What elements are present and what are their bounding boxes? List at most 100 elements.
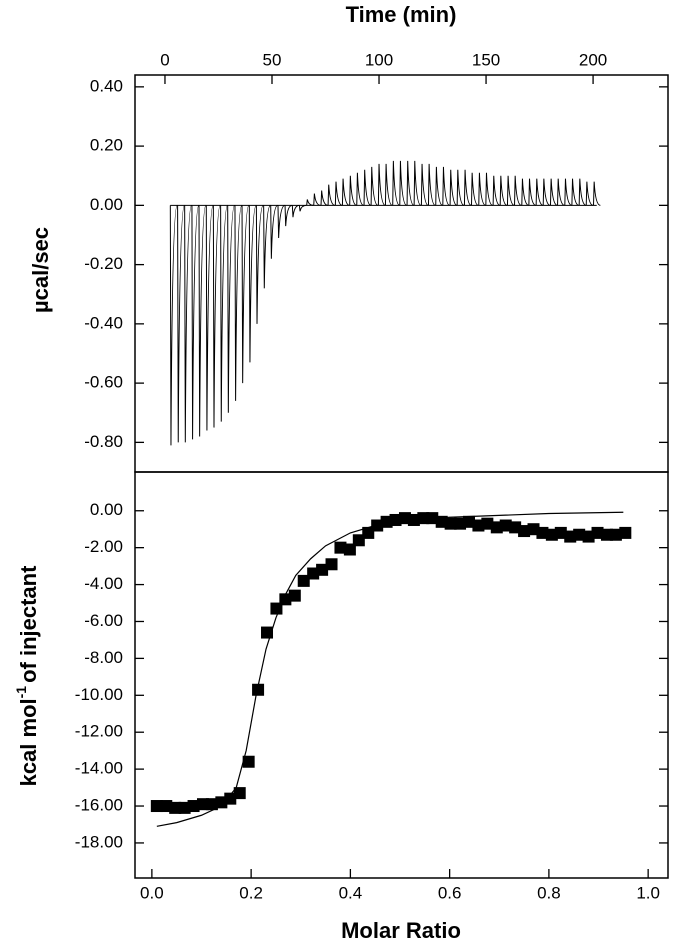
y-tick-label: 0.00 <box>90 195 123 214</box>
y-tick-label: -0.20 <box>84 254 123 273</box>
injection-peak <box>392 160 400 206</box>
injection-peak <box>255 204 264 324</box>
injection-peak <box>241 204 250 384</box>
data-point <box>619 526 632 539</box>
data-point <box>509 521 522 534</box>
injection-peak <box>313 193 321 206</box>
data-point <box>444 517 457 530</box>
injection-peak <box>184 204 193 443</box>
data-point <box>205 798 218 811</box>
injection-peak <box>370 166 379 206</box>
injection-peak <box>593 181 601 206</box>
injection-peak <box>521 178 529 206</box>
y-axis-title-part: kcal mol <box>16 698 41 786</box>
y-tick-label: 0.20 <box>90 136 123 155</box>
injection-peak <box>413 160 422 206</box>
data-point <box>536 526 549 539</box>
data-point <box>242 755 255 768</box>
injection-peak <box>499 175 508 206</box>
y-tick-label: -0.80 <box>84 432 123 451</box>
y-tick-label: -12.00 <box>75 722 123 741</box>
data-point <box>187 800 200 813</box>
y-tick-label: 0.40 <box>90 76 123 95</box>
injection-peak <box>399 160 407 206</box>
x-tick-label: 0.4 <box>339 883 363 902</box>
injection-peak <box>191 204 200 440</box>
y-axis-title-part: of injectant <box>16 565 41 683</box>
injection-peak <box>356 172 364 206</box>
injection-peak <box>557 178 565 206</box>
y-tick-label: -2.00 <box>84 537 123 556</box>
plot-frame <box>134 74 669 473</box>
x-tick-label: 200 <box>579 50 607 69</box>
injection-peak <box>542 178 551 206</box>
injection-peak <box>306 199 314 206</box>
y-tick-label: -14.00 <box>75 759 123 778</box>
data-point <box>297 574 310 587</box>
y-tick-label: 0.00 <box>90 500 123 519</box>
data-point <box>334 541 347 554</box>
x-tick-label: 150 <box>472 50 500 69</box>
data-point <box>352 534 365 547</box>
injection-peak <box>564 178 572 206</box>
injection-peak <box>406 160 415 206</box>
injection-peak <box>427 163 436 206</box>
data-point <box>609 528 622 541</box>
injection-peak <box>334 181 343 206</box>
data-point <box>224 792 237 805</box>
injection-peak <box>485 172 493 206</box>
injection-peak <box>363 169 372 206</box>
x-tick-label: 100 <box>365 50 393 69</box>
data-point <box>316 563 329 576</box>
injection-peak <box>449 169 458 206</box>
data-point <box>233 787 246 800</box>
data-point <box>462 515 475 528</box>
injection-peak <box>435 166 443 206</box>
data-point <box>499 519 512 532</box>
injection-peak <box>384 163 393 206</box>
injection-peak <box>571 178 579 206</box>
injection-peak <box>420 163 429 206</box>
injection-peak <box>284 204 293 227</box>
injection-peak <box>227 204 236 413</box>
data-point <box>554 526 567 539</box>
injection-peak <box>377 163 386 206</box>
y-tick-label: -8.00 <box>84 648 123 667</box>
injection-peak <box>263 204 271 289</box>
injection-peak <box>234 204 243 401</box>
x-axis-title: Time (min) <box>346 2 457 27</box>
y-tick-label: -0.60 <box>84 373 123 392</box>
x-tick-label: 0 <box>160 50 169 69</box>
data-point <box>343 543 356 556</box>
x-tick-label: 0.0 <box>140 883 164 902</box>
y-tick-label: -4.00 <box>84 574 123 593</box>
data-point <box>481 517 494 530</box>
injection-peak <box>212 204 221 428</box>
data-point <box>252 683 265 696</box>
y-axis-title-sup: -1 <box>13 686 29 699</box>
injection-peak <box>169 204 178 446</box>
injection-peak <box>470 172 479 206</box>
injection-peak <box>528 178 536 206</box>
injection-peak <box>177 204 185 443</box>
data-point <box>426 512 439 525</box>
fit-line <box>156 511 624 827</box>
data-point <box>169 801 182 814</box>
x-tick-label: 0.8 <box>537 883 561 902</box>
data-point <box>573 528 586 541</box>
injection-peak <box>578 178 587 206</box>
injection-peak <box>456 169 465 206</box>
injection-peak <box>327 184 336 206</box>
data-point <box>270 602 283 615</box>
injection-peak <box>349 175 357 206</box>
injection-peak <box>320 190 328 206</box>
injection-peak <box>341 178 350 206</box>
injection-peak <box>463 169 472 206</box>
x-tick-label: 50 <box>263 50 282 69</box>
injection-peak <box>298 204 307 212</box>
data-point <box>288 589 301 602</box>
x-axis-title: Molar Ratio <box>341 918 461 943</box>
x-tick-label: 0.6 <box>438 883 462 902</box>
